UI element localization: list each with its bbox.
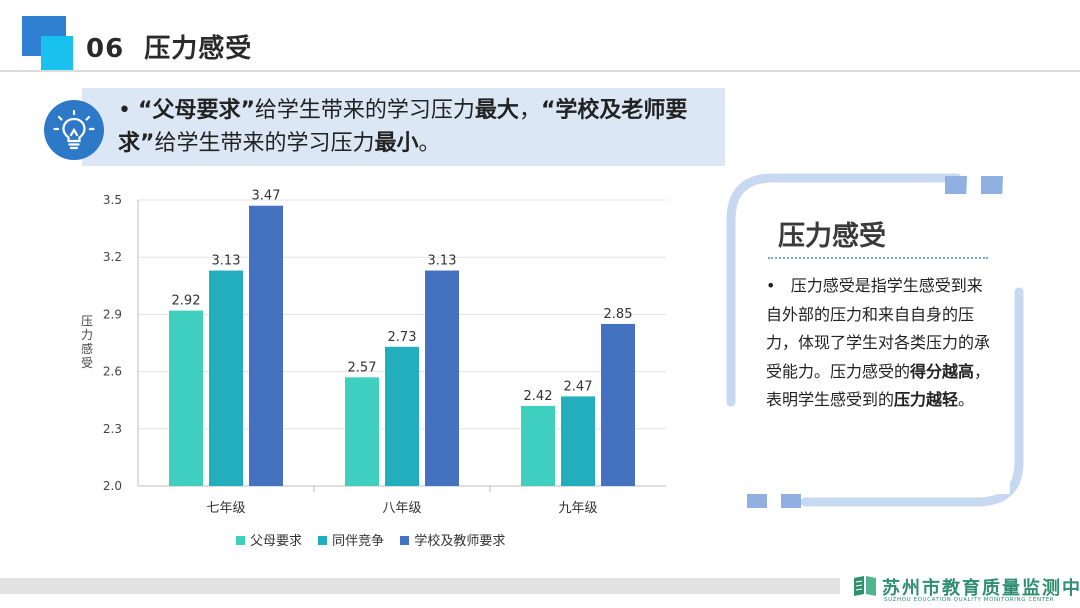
y-tick-label: 2.9: [103, 307, 122, 321]
panel-title: 压力感受: [778, 221, 886, 252]
callout-text: • “父母要求”给学生带来的学习压力最大，“学校及老师要求”给学生带来的学习压力…: [118, 94, 718, 160]
page-title: 06 压力感受: [86, 28, 252, 65]
section-number: 06: [86, 34, 125, 64]
y-tick-label: 2.3: [103, 422, 122, 436]
callout-box: [82, 88, 725, 166]
bar: [345, 377, 379, 486]
y-tick-label: 2.0: [103, 479, 122, 493]
data-label: 2.57: [348, 360, 377, 375]
bar: [249, 205, 283, 486]
footer-bar: [0, 578, 840, 594]
x-tick-label: 八年级: [382, 501, 421, 516]
data-label: 3.13: [212, 254, 241, 269]
panel-bold-pressure: 压力越轻: [894, 390, 959, 409]
footer-org-name-en: SUZHOU EDUCATION QUALITY MONITORING CENT…: [884, 597, 1055, 603]
header-square-light: [41, 36, 73, 70]
chart-legend: 父母要求 同伴竞争 学校及教师要求: [236, 530, 517, 549]
callout-bold-min: 最小: [374, 131, 419, 156]
legend-label-parents: 父母要求: [250, 534, 303, 549]
header-divider: [0, 70, 1080, 72]
y-tick-label: 3.2: [103, 250, 122, 264]
bar: [521, 405, 555, 486]
legend-item-parents: 父母要求: [236, 530, 302, 549]
data-label: 2.42: [524, 389, 553, 404]
bar: [209, 270, 243, 486]
callout-end: 。: [418, 131, 441, 156]
callout-bold-max: 最大: [474, 98, 519, 123]
bar: [561, 396, 595, 486]
panel-title-divider: [768, 257, 988, 259]
legend-swatch-parents: [236, 536, 245, 545]
callout-comma: ，: [518, 98, 541, 123]
data-label: 2.85: [604, 307, 633, 322]
lightbulb-icon: [44, 100, 104, 160]
callout-quote-parents: “父母要求”: [137, 98, 255, 123]
callout-bullet: •: [118, 98, 131, 123]
bar: [425, 270, 459, 486]
legend-label-peers: 同伴竞争: [332, 534, 385, 549]
y-tick-label: 2.6: [103, 365, 122, 379]
book-logo-icon: [854, 576, 876, 596]
data-label: 3.47: [252, 189, 281, 204]
bar: [601, 323, 635, 486]
y-tick-label: 3.5: [103, 193, 122, 207]
x-tick-label: 九年级: [558, 501, 597, 516]
panel-description: • 压力感受是指学生感受到来自外部的压力和来自自身的压力，体现了学生对各类压力的…: [766, 272, 994, 415]
legend-item-peers: 同伴竞争: [318, 530, 384, 549]
x-tick-label: 七年级: [206, 501, 245, 516]
data-label: 2.73: [388, 330, 417, 345]
data-label: 2.92: [172, 294, 201, 309]
footer-org-name: 苏州市教育质量监测中心: [882, 578, 1080, 599]
data-label: 2.47: [564, 379, 593, 394]
panel-bold-score: 得分越高: [910, 361, 975, 381]
panel-card: [742, 194, 1010, 494]
callout-text-1: 给学生带来的学习压力: [254, 98, 475, 123]
bar: [385, 346, 419, 486]
section-title: 压力感受: [144, 34, 253, 64]
bar-chart: 3.5 3.2 2.9 2.6 2.3 2.0 压力感受 2.92 3.13 3.47 七年级 2.5…: [81, 189, 666, 516]
panel-text-3: 。: [958, 390, 975, 409]
legend-label-school: 学校及教师要求: [414, 534, 506, 549]
y-axis-label: 压力感受: [81, 314, 93, 370]
callout-quote-school: “学校及老师要求”: [118, 98, 688, 156]
bar: [169, 310, 203, 486]
legend-item-school: 学校及教师要求: [400, 530, 505, 549]
panel-text-1: 压力感受是指学生感受到来自外部的压力和来自自身的压力，体现了学生对各类压力的承受…: [766, 276, 991, 381]
panel-text-2: ，表明学生感受到的: [766, 361, 991, 410]
legend-swatch-school: [400, 536, 410, 545]
callout-text-2: 给学生带来的学习压力: [154, 131, 375, 156]
legend-swatch-peers: [318, 536, 328, 545]
data-label: 3.13: [428, 254, 457, 269]
panel-bullet: •: [766, 276, 776, 295]
